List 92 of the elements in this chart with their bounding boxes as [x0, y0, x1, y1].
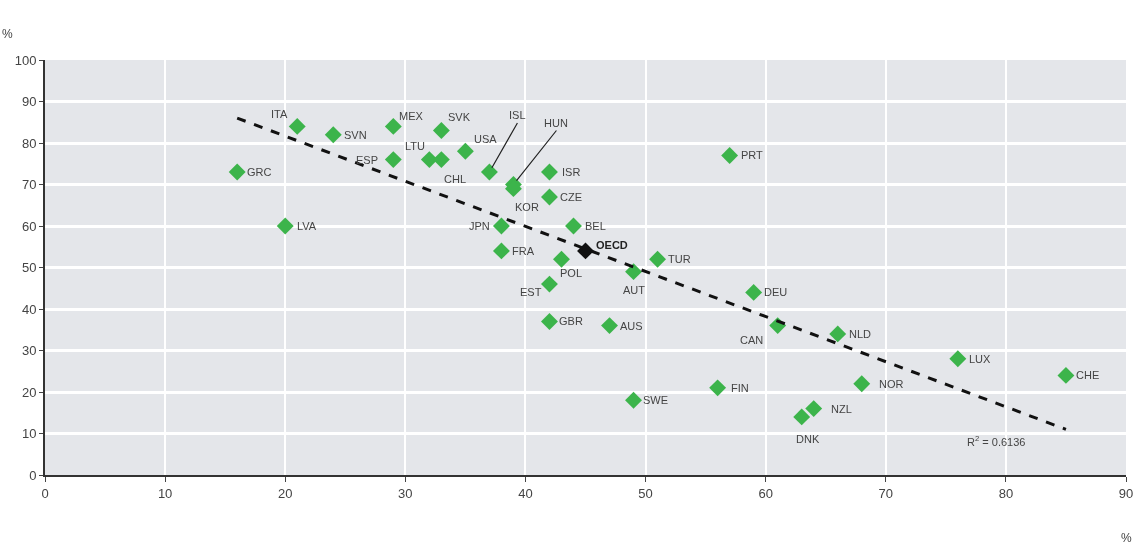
point — [601, 317, 618, 335]
annotation: EST — [520, 286, 542, 298]
point — [456, 142, 474, 160]
annotation: DEU — [764, 286, 788, 298]
y-tick-label: 60 — [21, 218, 37, 234]
x-tick-label: 10 — [157, 485, 173, 501]
point — [384, 151, 402, 169]
point — [949, 350, 967, 368]
annotation: LUX — [969, 353, 992, 365]
y-axis-title: % — [2, 27, 13, 41]
annotation: TUR — [668, 253, 691, 265]
point — [228, 163, 246, 181]
y-tick-label: 10 — [21, 426, 37, 442]
point — [625, 391, 642, 409]
point — [541, 188, 558, 206]
x-tick-label: 60 — [758, 485, 773, 501]
point — [541, 313, 558, 330]
annotation: OECD — [596, 239, 628, 251]
point — [853, 375, 871, 393]
annotation: GRC — [247, 166, 272, 178]
annotation: NZL — [831, 403, 852, 415]
annotation: SVK — [448, 111, 471, 123]
y-tick-label: 40 — [21, 301, 37, 317]
point — [541, 163, 558, 181]
annotation: AUS — [620, 320, 643, 332]
point — [805, 400, 823, 418]
point — [829, 325, 847, 343]
annotation: NOR — [879, 378, 904, 390]
annotation: ISR — [562, 166, 581, 178]
annotation: CAN — [740, 334, 764, 346]
point — [324, 126, 342, 144]
x-tick-label: 0 — [41, 485, 49, 501]
x-tick-label: 40 — [518, 485, 533, 501]
annotation: FIN — [731, 382, 749, 394]
y-tick-label: 30 — [21, 343, 37, 359]
x-tick-label: 50 — [638, 485, 653, 501]
annotation: ESP — [356, 154, 379, 166]
y-tick-label: 20 — [21, 384, 37, 400]
point — [649, 250, 667, 268]
point — [577, 242, 594, 260]
x-tick-label: 30 — [398, 485, 413, 501]
point — [1057, 366, 1075, 384]
annotation: MEX — [399, 110, 424, 122]
annotation: ISL — [509, 109, 526, 121]
annotation: FRA — [512, 245, 535, 257]
y-tick-label: 90 — [21, 94, 37, 110]
point — [432, 122, 450, 139]
point — [288, 117, 306, 135]
y-tick-label: 50 — [21, 260, 37, 276]
annotation: ITA — [271, 108, 288, 120]
point — [565, 217, 582, 235]
point — [480, 163, 498, 181]
annotation: USA — [474, 133, 498, 145]
annotation: SWE — [643, 394, 669, 406]
x-tick-label: 90 — [1118, 485, 1134, 501]
annotation: NLD — [849, 328, 872, 340]
point — [492, 217, 510, 235]
annotation: LTU — [405, 140, 426, 152]
annotation: JPN — [469, 220, 490, 232]
annotation: PRT — [741, 149, 764, 161]
annotation: POL — [560, 267, 583, 279]
annotation: SVN — [344, 129, 367, 141]
annotation: KOR — [515, 201, 539, 213]
point — [625, 263, 642, 281]
annotation: HUN — [544, 117, 568, 129]
annotation: DNK — [796, 433, 820, 445]
annotation: GBR — [559, 315, 583, 327]
x-tick-label: 80 — [998, 485, 1014, 501]
y-tick-label: 100 — [14, 52, 37, 68]
annotation: R$^{2}$ = 0.6136 — [967, 434, 1026, 448]
point — [553, 250, 570, 268]
y-tick-label: 80 — [21, 135, 37, 151]
point — [541, 275, 558, 293]
x-axis-title: % — [1121, 531, 1132, 545]
point — [492, 242, 510, 260]
annotation: BEL — [585, 220, 606, 232]
point — [420, 151, 438, 169]
y-tick-label: 70 — [21, 177, 37, 193]
point — [721, 147, 739, 164]
annotation: CHL — [444, 173, 467, 185]
point — [793, 408, 811, 426]
annotation: CZE — [560, 191, 582, 203]
point — [745, 283, 763, 301]
annotation: AUT — [623, 284, 646, 296]
x-tick-label: 70 — [878, 485, 894, 501]
point — [709, 379, 727, 397]
y-tick-label: 0 — [29, 467, 37, 483]
point — [276, 217, 294, 235]
annotation: LVA — [297, 220, 317, 232]
annotation: CHE — [1076, 369, 1100, 381]
point — [384, 117, 402, 135]
x-tick-label: 20 — [277, 485, 293, 501]
